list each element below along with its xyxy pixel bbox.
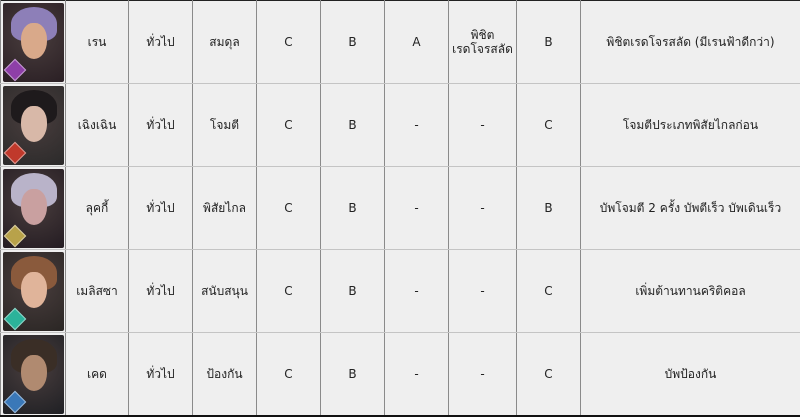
cell-type: ทั่วไป [128,166,193,250]
cell-name: ลุคกี้ [65,166,129,250]
cell-g4: - [448,166,517,250]
cell-role: ป้องกัน [192,332,257,416]
cell-type: ทั่วไป [128,249,193,333]
cell-desc: บัพป้องกัน [580,332,800,416]
cell-g3: - [384,249,449,333]
avatar-cell [0,166,66,250]
cell-desc: พิชิตเรดโจรสลัด (มีเรนฟ้าดีกว่า) [580,0,800,84]
cell-g2: B [320,83,385,167]
hero-portrait-black-hair-icon [2,85,64,165]
cell-g4: - [448,83,517,167]
cell-g2: B [320,0,385,84]
cell-g4: - [448,332,517,416]
cell-role: สนับสนุน [192,249,257,333]
cell-name: เคด [65,332,129,416]
table-row: เฉิงเฉิน ทั่วไป โจมตี C B - - C โจมตีประเภทพิสัย… [0,83,800,167]
cell-name: เฉิงเฉิน [65,83,129,167]
cell-g5: C [516,83,581,167]
cell-desc: บัพโจมตี 2 ครั้ง บัพตีเร็ว บัพเดินเร็ว [580,166,800,250]
cell-g5: C [516,249,581,333]
cell-g1: C [256,0,321,84]
cell-g5: B [516,0,581,84]
class-badge-icon [3,307,26,330]
cell-role: พิสัยไกล [192,166,257,250]
hero-portrait-silver-hair-icon [2,168,64,248]
table-row: เมลิสซา ทั่วไป สนับสนุน C B - - C เพิ่มต้านทานคร… [0,249,800,333]
cell-g1: C [256,249,321,333]
face-shape [20,354,47,391]
cell-g3: - [384,166,449,250]
table-row: ลุคกี้ ทั่วไป พิสัยไกล C B - - B บัพโจมตี 2 ครั้… [0,166,800,250]
cell-g5: B [516,166,581,250]
cell-type: ทั่วไป [128,0,193,84]
cell-g3: - [384,332,449,416]
hero-portrait-brown-hair-icon [2,251,64,331]
cell-type: ทั่วไป [128,83,193,167]
cell-g2: B [320,249,385,333]
cell-g3: A [384,0,449,84]
avatar-cell [0,249,66,333]
cell-g4: พิชิต เรดโจรสลัด [448,0,517,84]
cell-name: เรน [65,0,129,84]
face-shape [20,271,47,308]
cell-g5: C [516,332,581,416]
face-shape [20,105,47,142]
face-shape [20,188,47,225]
cell-g2: B [320,332,385,416]
cell-type: ทั่วไป [128,332,193,416]
hero-portrait-purple-hair-icon [2,2,64,82]
avatar-cell [0,83,66,167]
cell-desc: เพิ่มต้านทานคริติคอล [580,249,800,333]
cell-g4: - [448,249,517,333]
class-badge-icon [3,141,26,164]
table-row: เคด ทั่วไป ป้องกัน C B - - C บัพป้องกัน [0,332,800,416]
face-shape [20,22,47,59]
cell-name: เมลิสซา [65,249,129,333]
cell-g3: - [384,83,449,167]
cell-role: สมดุล [192,0,257,84]
avatar-cell [0,0,66,84]
cell-g1: C [256,83,321,167]
cell-desc: โจมตีประเภทพิสัยไกลก่อน [580,83,800,167]
avatar-cell [0,332,66,416]
hero-portrait-dark-braids-icon [2,334,64,414]
table-row: เรน ทั่วไป สมดุล C B A พิชิต เรดโจรสลัด B พิชิตเ… [0,0,800,84]
cell-g1: C [256,332,321,416]
cell-g1: C [256,166,321,250]
class-badge-icon [3,224,26,247]
cell-g2: B [320,166,385,250]
class-badge-icon [3,58,26,81]
class-badge-icon [3,390,26,413]
cell-role: โจมตี [192,83,257,167]
